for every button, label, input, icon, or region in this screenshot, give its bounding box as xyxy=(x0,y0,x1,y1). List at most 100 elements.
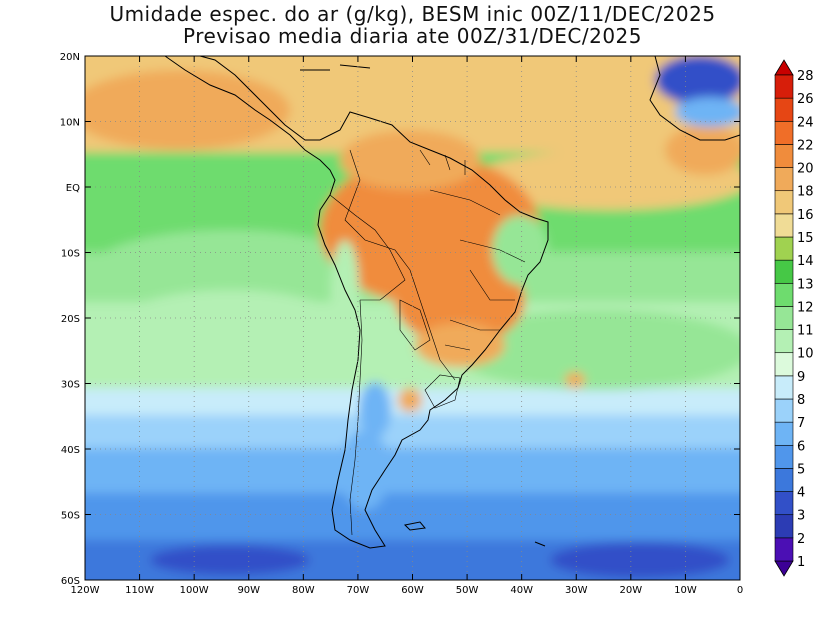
field-southwest-atlantic xyxy=(550,542,730,578)
lon-tick-label: 60W xyxy=(401,585,424,596)
border-uruguay xyxy=(424,374,461,409)
colorbar-label: 28 xyxy=(797,69,814,84)
lon-tick-label: 110W xyxy=(125,585,154,596)
field-northern-sa xyxy=(340,130,480,190)
colorbar-label: 6 xyxy=(797,439,805,454)
colorbar-label: 2 xyxy=(797,532,805,547)
lon-tick-label: 40W xyxy=(510,585,533,596)
humidity-field xyxy=(85,56,740,580)
lat-tick-label: 50S xyxy=(61,511,80,522)
colorbar-swatch xyxy=(774,259,794,284)
colorbar-swatch xyxy=(774,352,794,377)
colorbar-label: 10 xyxy=(797,347,814,362)
coastline-falklands xyxy=(403,521,426,531)
lat-tick-label: EQ xyxy=(66,183,80,194)
lon-tick-label: 100W xyxy=(180,585,209,596)
border-guianas xyxy=(419,149,466,175)
lon-tick-label: 0 xyxy=(737,585,743,596)
colorbar-swatch xyxy=(774,444,794,469)
lon-tick-label: 80W xyxy=(292,585,315,596)
lon-tick-label: 90W xyxy=(237,585,260,596)
colorbar-label: 20 xyxy=(797,162,814,177)
field-nw-pacific-moist xyxy=(85,70,290,150)
coastline-caribbean xyxy=(300,64,371,71)
colorbar-swatch xyxy=(774,537,794,562)
field-pampas-moist xyxy=(398,388,422,412)
coastline-south-georgia xyxy=(534,541,546,547)
colorbar-swatch xyxy=(774,398,794,423)
colorbar-swatch xyxy=(774,306,794,330)
colorbar-label: 14 xyxy=(797,254,814,269)
lon-tick-label: 70W xyxy=(347,585,370,596)
border-paraguay xyxy=(399,299,431,351)
country-borders xyxy=(329,149,526,536)
map-frame: 120W 110W 100W 90W 80W 70W 60W 50W 40W 30W 20W 10W 0… xyxy=(60,52,743,596)
lon-tick-label: 30W xyxy=(565,585,588,596)
colorbar-label: 16 xyxy=(797,208,814,223)
field-argentina-dry xyxy=(359,382,391,438)
field-atlantic-spot xyxy=(565,372,585,388)
lon-axis: 120W 110W 100W 90W 80W 70W 60W 50W 40W 30W 20W 10W 0 xyxy=(71,56,743,596)
lat-tick-label: 30S xyxy=(61,380,80,391)
map-title-line2: Previsao media diaria ate 00Z/31/DEC/202… xyxy=(183,24,642,48)
border-brazil-west xyxy=(344,149,456,381)
field-eq-pacific-light xyxy=(90,230,370,310)
border-peru-bolivia xyxy=(329,194,406,301)
lat-tick-label: 10S xyxy=(61,249,80,260)
colorbar-swatch xyxy=(774,97,794,122)
field-band-midlat-light xyxy=(85,412,740,448)
lat-tick-label: 40S xyxy=(61,445,80,456)
colorbar-label: 9 xyxy=(797,370,805,385)
coastlines xyxy=(164,55,741,549)
field-sahara-edge xyxy=(675,97,740,127)
lat-tick-label: 20S xyxy=(61,314,80,325)
colorbar-label: 11 xyxy=(797,324,814,339)
colorbar-max-arrow xyxy=(774,59,794,76)
colorbar-label: 18 xyxy=(797,185,814,200)
coastline-africa xyxy=(649,55,741,141)
field-se-pacific-dry xyxy=(110,290,350,370)
lon-tick-label: 50W xyxy=(456,585,479,596)
lat-tick-label: 10N xyxy=(60,118,80,129)
colorbar-swatch xyxy=(774,167,794,192)
colorbar-swatch xyxy=(774,190,794,215)
field-patagonia xyxy=(340,430,390,510)
colorbar-swatch xyxy=(774,282,794,307)
colorbar-swatch xyxy=(774,468,794,492)
colorbar-swatch xyxy=(774,421,794,446)
colorbar-min-arrow xyxy=(774,560,794,577)
field-southern-brazil xyxy=(415,323,505,367)
field-band-south-light xyxy=(85,445,740,493)
field-south-atlantic xyxy=(450,310,740,390)
lon-tick-label: 20W xyxy=(620,585,643,596)
colorbar-label: 3 xyxy=(797,509,805,524)
colorbar-label: 4 xyxy=(797,486,805,501)
field-africa-moist xyxy=(665,125,740,175)
field-atlantic-itcz xyxy=(470,150,740,210)
colorbar-label: 8 xyxy=(797,393,805,408)
lon-tick-label: 10W xyxy=(674,585,697,596)
colorbar-label: 15 xyxy=(797,231,814,246)
colorbar-swatch xyxy=(774,329,794,354)
field-ne-brazil-dry xyxy=(492,215,548,285)
lat-axis: 20N 10N EQ 10S 20S 30S 40S 50S 60S xyxy=(60,52,740,587)
colorbar-label: 24 xyxy=(797,115,814,130)
colorbar-swatch xyxy=(774,236,794,261)
lat-tick-label: 60S xyxy=(61,576,80,587)
gridlines xyxy=(85,56,740,580)
colorbar-label: 13 xyxy=(797,277,814,292)
colorbar-swatch xyxy=(774,213,794,238)
colorbar-swatch xyxy=(774,74,794,99)
border-argentina-chile xyxy=(349,299,363,536)
colorbar-label: 5 xyxy=(797,462,805,477)
colorbar-label: 1 xyxy=(797,555,805,570)
colorbar-swatch xyxy=(774,514,794,539)
field-sahara-dry xyxy=(655,56,740,105)
coastline-americas xyxy=(164,55,549,549)
border-brazil-states xyxy=(429,189,526,351)
field-subantarctic-dark xyxy=(150,545,310,575)
colorbar-label: 12 xyxy=(797,300,814,315)
colorbar-label: 22 xyxy=(797,138,814,153)
lat-tick-label: 20N xyxy=(60,52,80,63)
